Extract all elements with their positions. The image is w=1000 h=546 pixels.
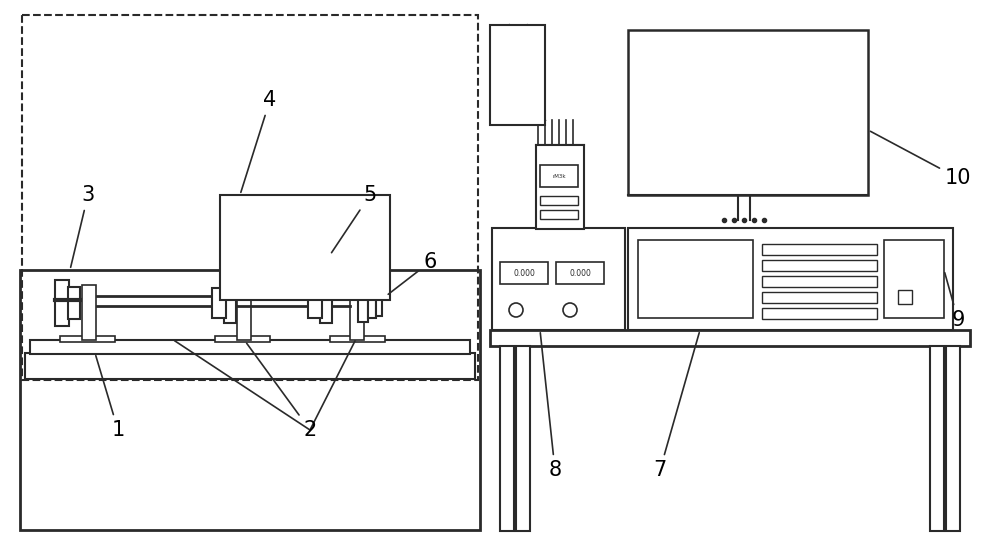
Bar: [376, 296, 382, 316]
Text: 6: 6: [388, 252, 437, 294]
Bar: [500, 346, 514, 531]
Bar: [82, 285, 96, 340]
Bar: [540, 210, 578, 219]
Bar: [224, 283, 236, 323]
Bar: [350, 294, 364, 340]
Circle shape: [509, 303, 523, 317]
Bar: [330, 336, 385, 342]
Bar: [762, 276, 877, 287]
Text: 9: 9: [945, 272, 965, 330]
Bar: [628, 30, 868, 195]
Text: 5: 5: [332, 185, 377, 253]
Bar: [556, 262, 604, 284]
Text: 0.000: 0.000: [513, 269, 535, 277]
Bar: [884, 240, 944, 318]
Bar: [237, 290, 251, 340]
Bar: [68, 287, 80, 319]
Bar: [898, 290, 912, 304]
Bar: [358, 290, 368, 322]
Text: 4: 4: [241, 90, 277, 192]
Bar: [60, 336, 115, 342]
Bar: [762, 260, 877, 271]
Bar: [220, 195, 390, 300]
Text: 3: 3: [71, 185, 95, 268]
Circle shape: [563, 303, 577, 317]
Bar: [320, 285, 332, 323]
Bar: [492, 228, 625, 330]
Text: rM3k: rM3k: [552, 174, 566, 179]
Text: 0.000: 0.000: [569, 269, 591, 277]
Bar: [516, 346, 530, 531]
Bar: [20, 270, 480, 530]
Bar: [490, 25, 545, 125]
Text: 7: 7: [653, 333, 699, 480]
Bar: [762, 244, 877, 255]
Bar: [55, 280, 69, 326]
Bar: [22, 15, 478, 380]
Text: 2: 2: [247, 343, 317, 440]
Bar: [628, 228, 953, 330]
Bar: [946, 346, 960, 531]
Text: 10: 10: [870, 131, 971, 188]
Text: 8: 8: [540, 333, 562, 480]
Bar: [762, 308, 877, 319]
Bar: [30, 340, 470, 354]
Bar: [540, 165, 578, 187]
Bar: [215, 336, 270, 342]
Bar: [762, 292, 877, 303]
Bar: [500, 262, 548, 284]
Bar: [490, 330, 970, 346]
Bar: [212, 288, 226, 318]
Bar: [638, 240, 753, 318]
Bar: [536, 145, 584, 229]
Bar: [540, 196, 578, 205]
Bar: [930, 346, 944, 531]
Bar: [25, 353, 475, 379]
Text: 1: 1: [96, 355, 125, 440]
Bar: [368, 294, 376, 318]
Bar: [308, 290, 322, 318]
